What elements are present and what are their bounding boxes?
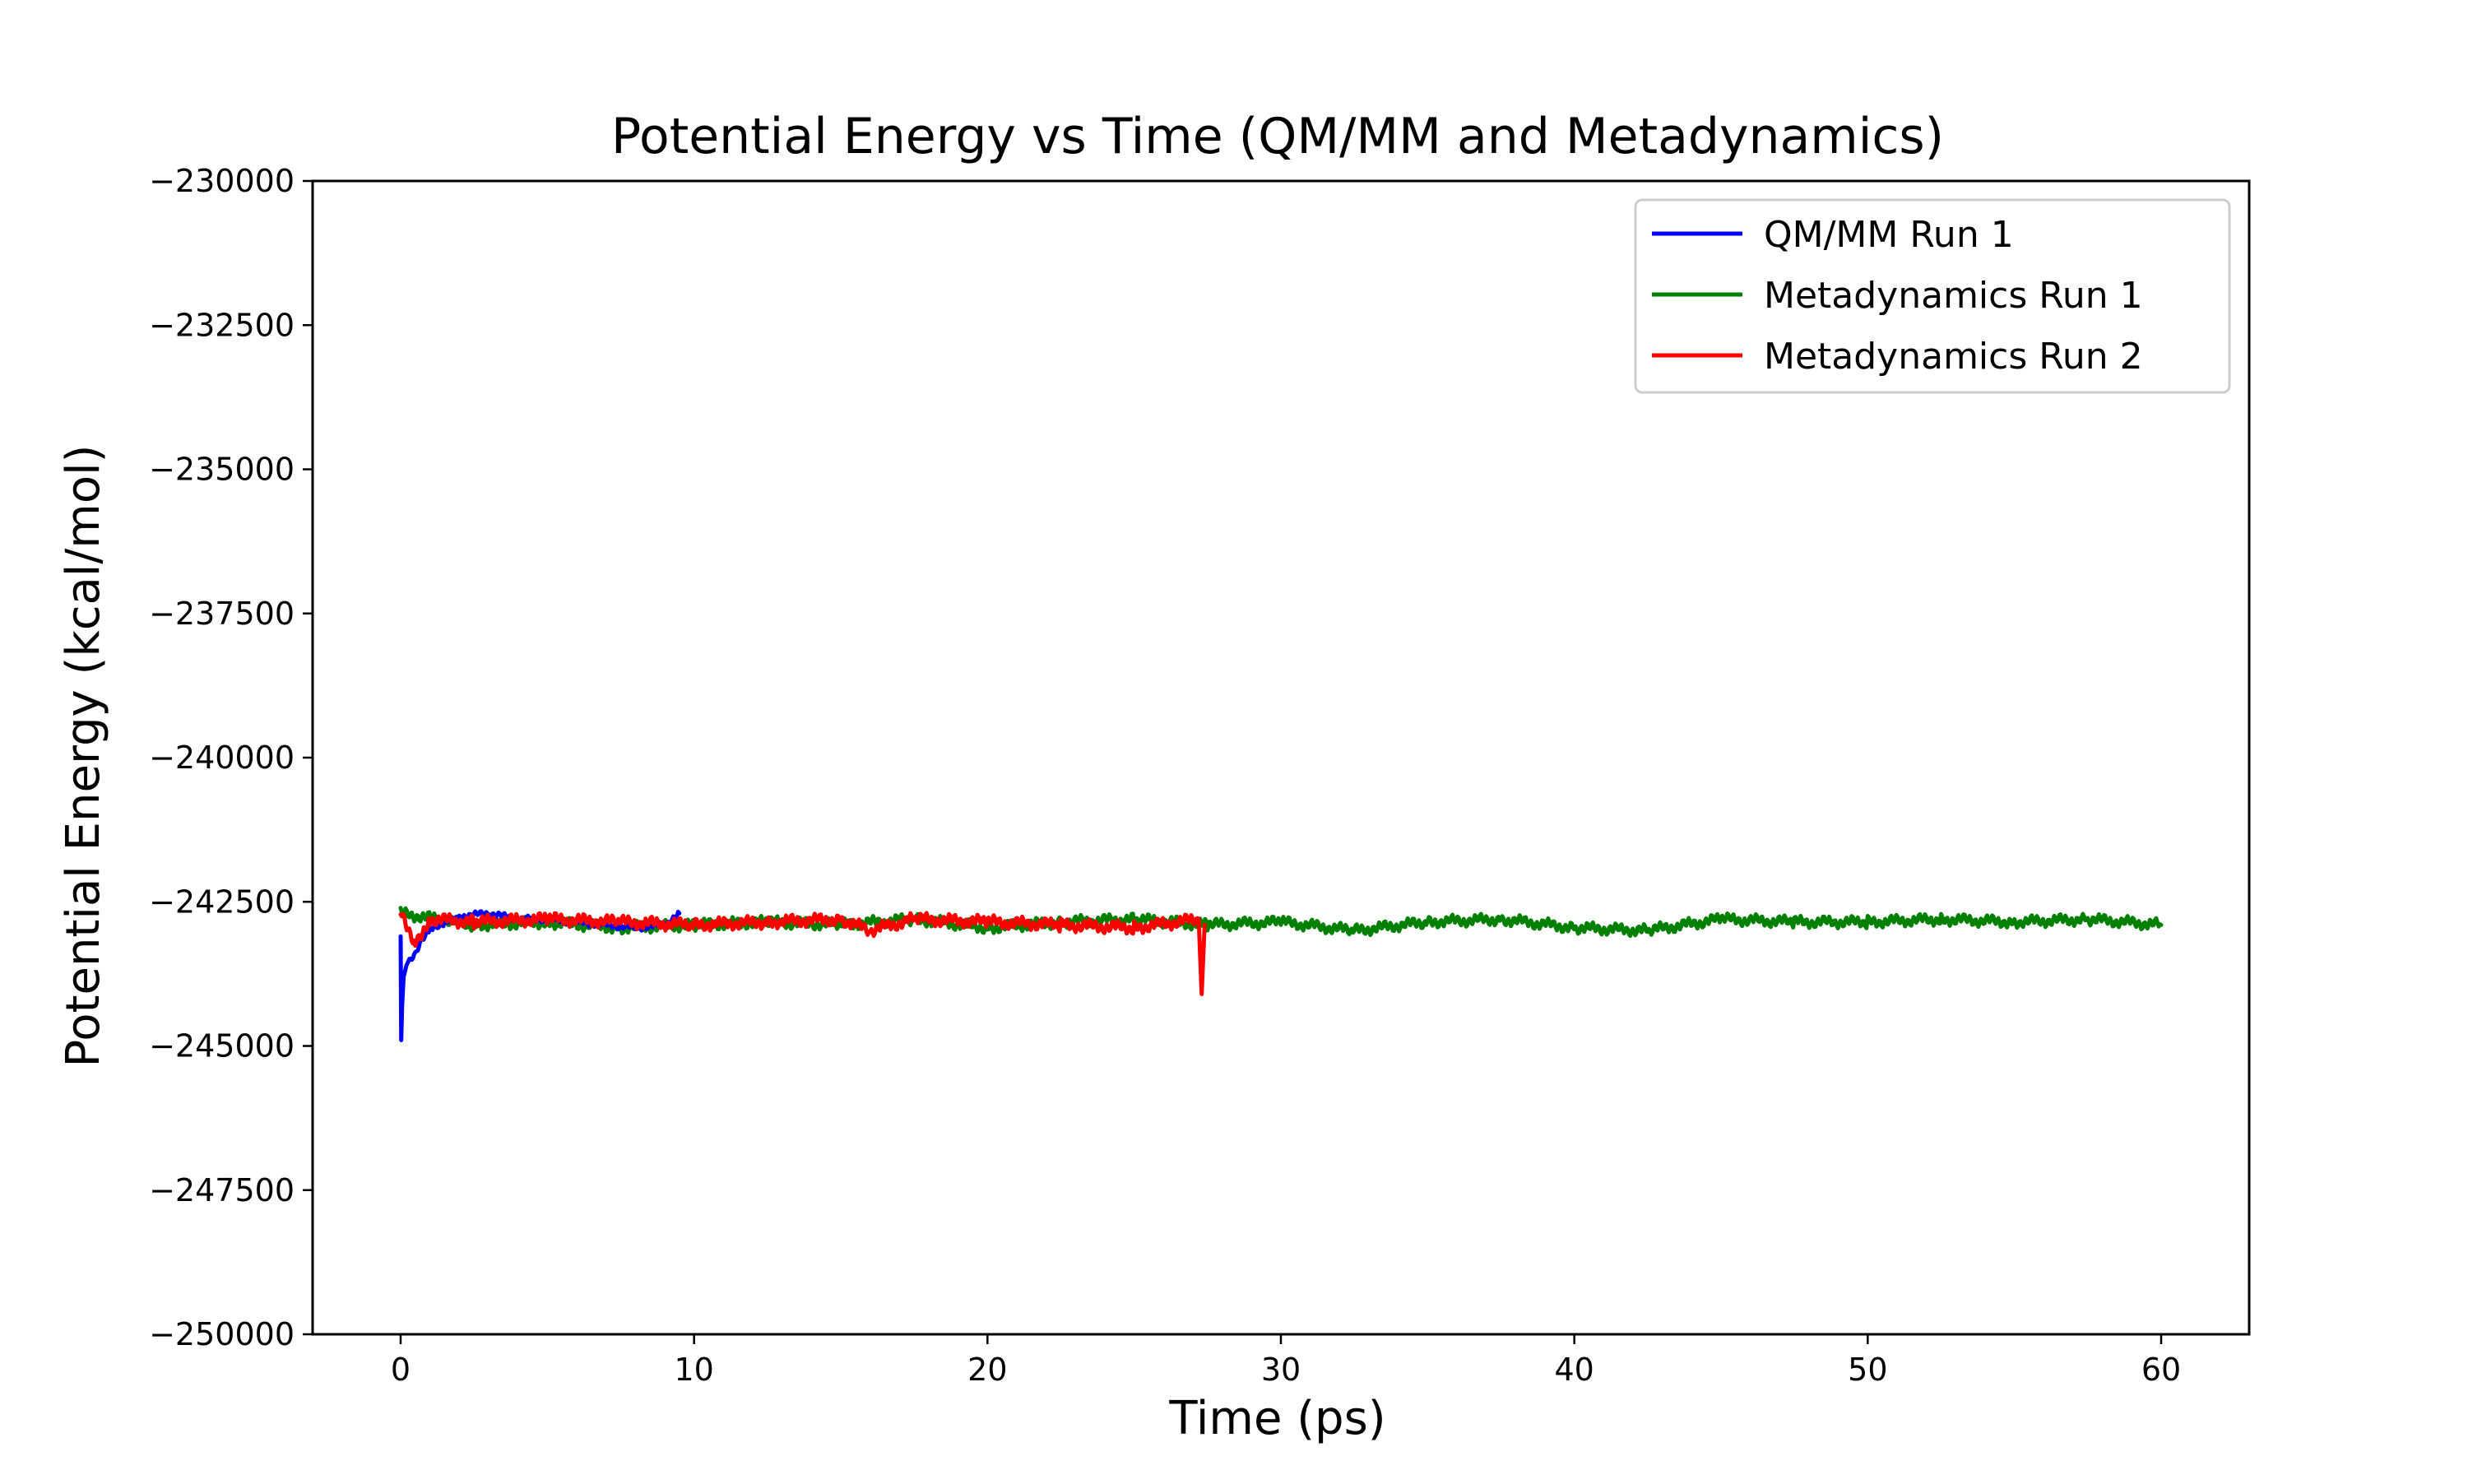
chart-title: Potential Energy vs Time (QM/MM and Meta… bbox=[611, 108, 1944, 165]
y-tick-label: −242500 bbox=[149, 883, 295, 920]
legend-label: Metadynamics Run 2 bbox=[1764, 336, 2143, 378]
x-tick-label: 10 bbox=[674, 1352, 713, 1388]
x-tick-label: 50 bbox=[1848, 1352, 1887, 1388]
y-tick-label: −235000 bbox=[149, 452, 295, 488]
y-tick-label: −245000 bbox=[149, 1028, 295, 1064]
x-tick-label: 60 bbox=[2141, 1352, 2181, 1388]
y-tick-label: −240000 bbox=[149, 740, 295, 776]
x-tick-label: 40 bbox=[1554, 1352, 1594, 1388]
x-tick-label: 20 bbox=[967, 1352, 1007, 1388]
y-axis-ticks: −250000 −247500 −245000 −242500 −240000 −2375… bbox=[149, 163, 313, 1352]
series-line bbox=[398, 911, 1207, 996]
x-tick-label: 30 bbox=[1261, 1352, 1301, 1388]
y-tick-label: −230000 bbox=[149, 163, 295, 199]
plot-area bbox=[398, 906, 2164, 1042]
x-tick-label: 0 bbox=[391, 1352, 411, 1388]
legend-label: Metadynamics Run 1 bbox=[1764, 275, 2143, 317]
x-axis-label: Time (ps) bbox=[1168, 1392, 1385, 1445]
plot-frame bbox=[311, 179, 2251, 1336]
legend-box bbox=[1634, 198, 2231, 394]
y-tick-label: −237500 bbox=[149, 596, 295, 632]
y-tick-label: −232500 bbox=[149, 307, 295, 343]
legend: QM/MM Run 1 Metadynamics Run 1 Metadynamic… bbox=[1634, 198, 2231, 394]
y-tick-label: −250000 bbox=[149, 1316, 295, 1352]
x-axis-ticks: 0 10 20 30 40 50 60 bbox=[391, 1334, 2181, 1388]
legend-label: QM/MM Run 1 bbox=[1764, 214, 2014, 256]
y-tick-label: −247500 bbox=[149, 1172, 295, 1208]
y-axis-label: Potential Energy (kcal/mol) bbox=[57, 444, 110, 1067]
